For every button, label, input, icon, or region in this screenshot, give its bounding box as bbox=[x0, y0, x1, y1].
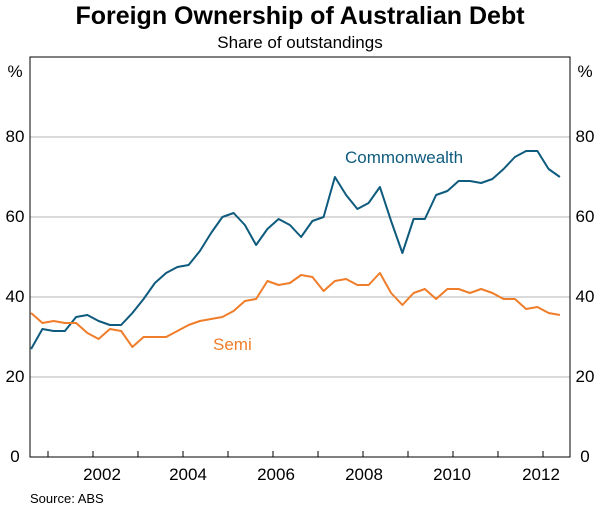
y-tick-label-left-0: 0 bbox=[10, 447, 19, 466]
plot-frame bbox=[29, 56, 571, 458]
y-tick-label-right-20: 20 bbox=[576, 367, 595, 386]
x-tick-label-2004: 2004 bbox=[169, 465, 207, 484]
y-tick-label-left-20: 20 bbox=[6, 367, 25, 386]
chart-source: Source: ABS bbox=[30, 491, 104, 506]
x-tick-label-2010: 2010 bbox=[433, 465, 471, 484]
x-tick-label-2008: 2008 bbox=[345, 465, 383, 484]
chart-subtitle: Share of outstandings bbox=[217, 33, 383, 52]
y-tick-label-left-80: 80 bbox=[6, 127, 25, 146]
x-tick-label-2006: 2006 bbox=[257, 465, 295, 484]
gridlines bbox=[30, 136, 570, 378]
y-tick-label-right-40: 40 bbox=[576, 287, 595, 306]
series-label-semi: Semi bbox=[213, 335, 252, 354]
y-tick-label-left-60: 60 bbox=[6, 207, 25, 226]
series-line-commonwealth bbox=[30, 150, 561, 350]
series-line-semi bbox=[30, 272, 561, 348]
chart-title: Foreign Ownership of Australian Debt bbox=[75, 2, 525, 30]
y-tick-label-right-80: 80 bbox=[576, 127, 595, 146]
series-label-commonwealth: Commonwealth bbox=[345, 148, 463, 167]
series-lines bbox=[30, 150, 561, 350]
y-tick-label-right-60: 60 bbox=[576, 207, 595, 226]
y-tick-label-left-40: 40 bbox=[6, 287, 25, 306]
x-tick-label-2002: 2002 bbox=[83, 465, 121, 484]
x-tick-label-2012: 2012 bbox=[522, 465, 560, 484]
x-tick-marks bbox=[47, 451, 544, 457]
y-unit-left: % bbox=[7, 62, 22, 81]
y-tick-label-right-0: 0 bbox=[580, 447, 589, 466]
y-unit-right: % bbox=[577, 62, 592, 81]
